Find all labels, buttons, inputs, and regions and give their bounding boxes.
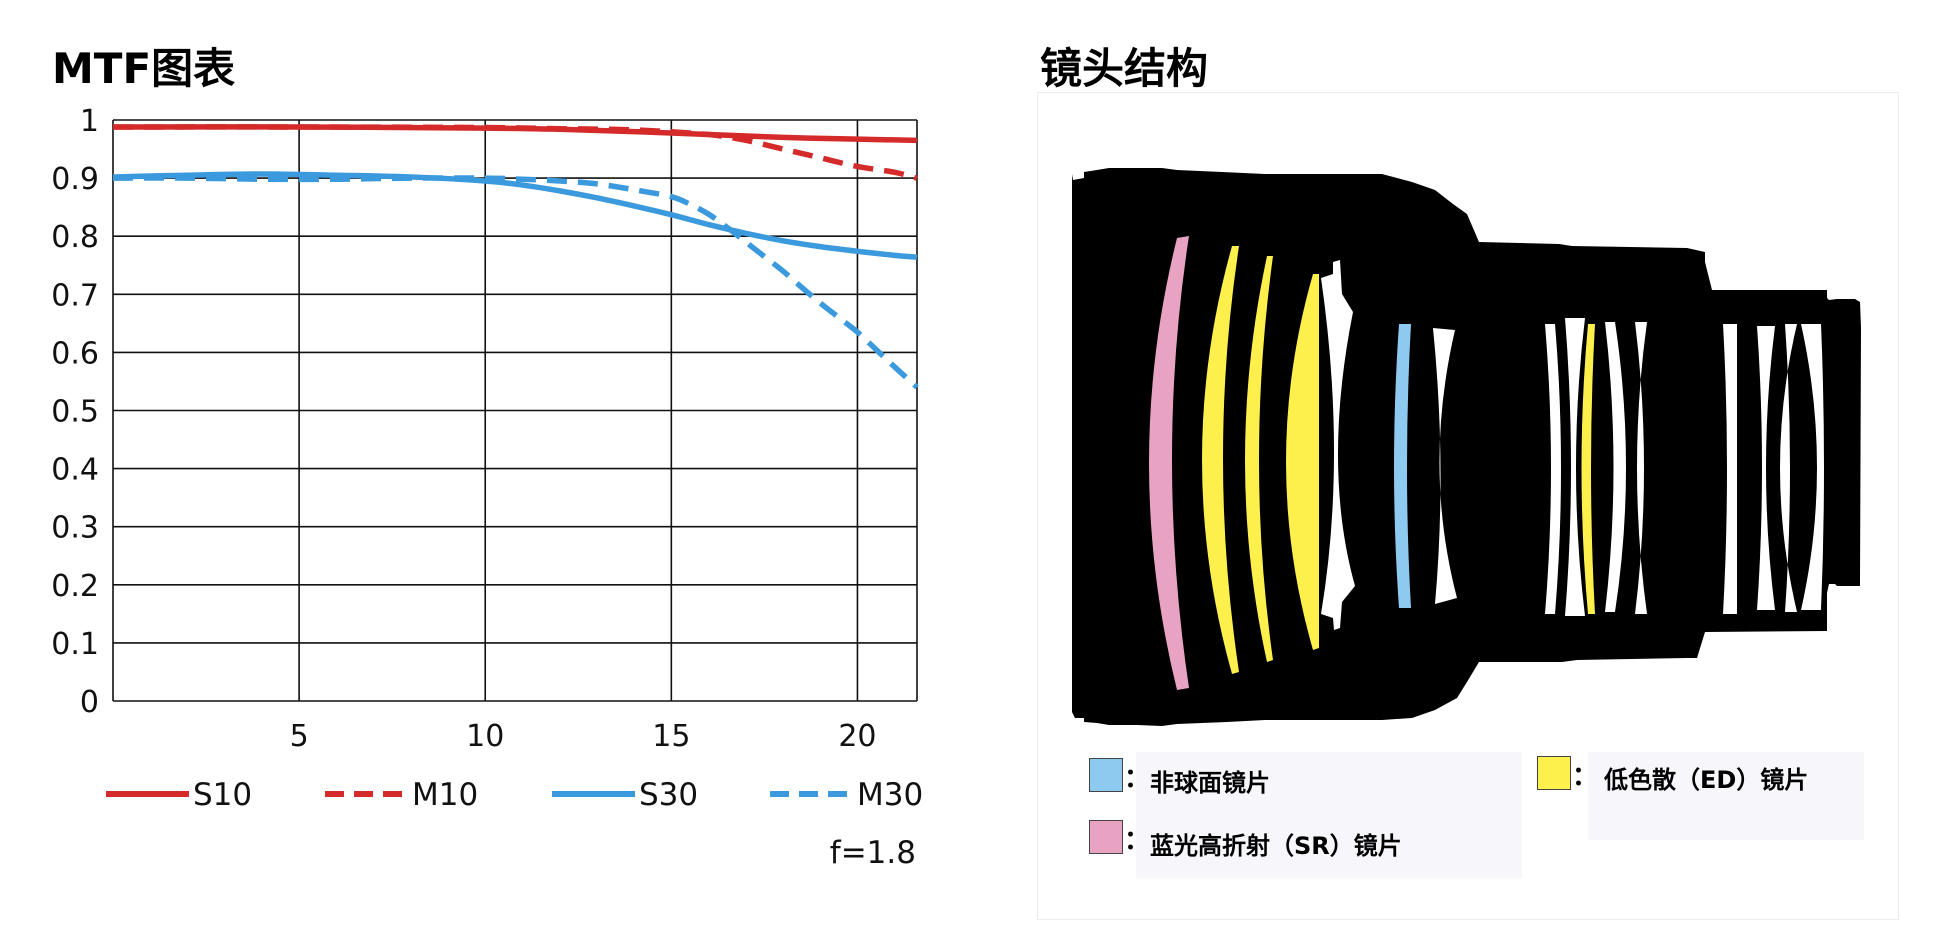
lens-element-white-1 xyxy=(1321,260,1355,630)
lens-element-white-3 xyxy=(1545,324,1561,614)
y-tick-label: 0.5 xyxy=(51,395,99,430)
lens-barrel xyxy=(1072,168,1861,726)
chart-series xyxy=(112,124,919,390)
series-line-m30 xyxy=(112,175,919,390)
sr-swatch xyxy=(1089,820,1123,854)
x-tick-label: 15 xyxy=(652,719,690,754)
y-tick-label: 0.3 xyxy=(51,511,99,546)
y-tick-label: 0.6 xyxy=(51,336,99,371)
legend-box-ed xyxy=(1588,752,1864,840)
series-line-s30 xyxy=(112,171,918,260)
y-tick-labels: 0 0.1 0.2 0.3 0.4 0.5 0.6 0.7 0.8 0.9 1 xyxy=(51,104,99,720)
lens-element-white-7 xyxy=(1723,324,1737,614)
legend-label-s30: S30 xyxy=(639,777,698,813)
chart-grid xyxy=(112,119,918,702)
y-tick-label: 0.4 xyxy=(51,453,99,488)
legend-label-m10: M10 xyxy=(412,777,478,813)
legend-colon: ： xyxy=(1124,764,1151,794)
aspherical-label: 非球面镜片 xyxy=(1150,769,1270,797)
aperture-annotation: f=1.8 xyxy=(830,835,916,871)
chart-legend: S10 M10 S30 M30 xyxy=(106,777,923,813)
y-tick-label: 0.1 xyxy=(51,627,99,662)
y-tick-label: 0.2 xyxy=(51,569,99,604)
lens-element-white-4 xyxy=(1565,318,1585,616)
legend-label-m30: M30 xyxy=(857,777,923,813)
ed-lens-element-3 xyxy=(1286,274,1319,650)
lens-diagram xyxy=(1072,168,1861,726)
legend-label-s10: S10 xyxy=(193,777,252,813)
x-tick-labels: 5 10 15 20 xyxy=(290,719,877,754)
lens-structure-title: 镜头结构 xyxy=(1040,44,1209,93)
y-tick-label: 1 xyxy=(80,104,99,139)
mtf-chart-title: MTF图表 xyxy=(52,44,236,93)
sr-lens-element xyxy=(1149,236,1189,690)
y-tick-label: 0.8 xyxy=(51,220,99,255)
y-tick-label: 0.9 xyxy=(51,162,99,197)
ed-lens-element-2 xyxy=(1245,256,1273,662)
legend-box-aspherical-sr xyxy=(1136,752,1522,878)
ed-lens-element-4 xyxy=(1581,324,1595,614)
lens-element-white-8 xyxy=(1757,326,1775,610)
legend-colon: ： xyxy=(1572,762,1599,792)
x-tick-label: 20 xyxy=(838,719,876,754)
series-line-m10 xyxy=(112,124,918,181)
series-line-s10 xyxy=(112,124,918,144)
ed-swatch xyxy=(1537,756,1571,790)
lens-element-white-10 xyxy=(1801,324,1824,610)
y-tick-label: 0 xyxy=(80,685,99,720)
lens-element-white-2 xyxy=(1433,328,1457,604)
lens-element-white-9 xyxy=(1780,324,1797,612)
sr-label: 蓝光高折射（SR）镜片 xyxy=(1150,832,1402,860)
aspherical-swatch xyxy=(1089,758,1123,792)
legend-colon: ： xyxy=(1124,826,1151,856)
ed-label: 低色散（ED）镜片 xyxy=(1604,766,1809,794)
x-tick-label: 10 xyxy=(466,719,504,754)
mtf-chart: 0 0.1 0.2 0.3 0.4 0.5 0.6 0.7 0.8 0.9 1 5 10 15 20 S1… xyxy=(51,104,923,871)
x-tick-label: 5 xyxy=(290,719,309,754)
y-tick-label: 0.7 xyxy=(51,278,99,313)
lens-element-white-6 xyxy=(1635,322,1647,614)
aspherical-lens-element xyxy=(1394,324,1411,608)
ed-lens-element-1 xyxy=(1202,246,1239,674)
lens-element-white-5 xyxy=(1605,322,1626,612)
